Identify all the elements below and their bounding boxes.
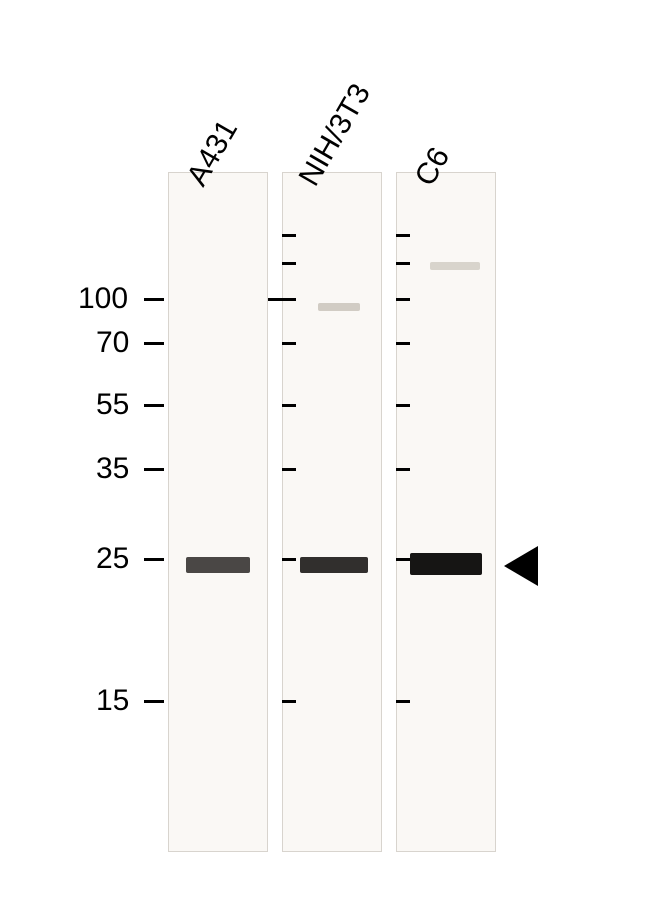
lane-c6: [396, 172, 496, 852]
mw-label-15: 15: [96, 684, 129, 718]
lane2-tick: [282, 700, 296, 703]
lane2-tick: [282, 234, 296, 237]
mw-label-55: 55: [96, 388, 129, 422]
mw-tick-35: [144, 468, 164, 471]
lane3-tick: [396, 298, 410, 301]
lane2-tick: [282, 468, 296, 471]
lane2-tick: [282, 298, 296, 301]
lane3-tick: [396, 558, 410, 561]
lane2-tick: [282, 342, 296, 345]
lane1-tick: [268, 298, 282, 301]
band-lane2-100-faint: [318, 303, 360, 311]
band-lane1-25: [186, 557, 250, 573]
lane-a431: [168, 172, 268, 852]
lane3-tick: [396, 700, 410, 703]
lane2-tick: [282, 558, 296, 561]
mw-tick-100: [144, 298, 164, 301]
lane3-tick: [396, 468, 410, 471]
lane3-tick: [396, 262, 410, 265]
mw-label-100: 100: [78, 282, 128, 316]
mw-label-35: 35: [96, 452, 129, 486]
mw-tick-55: [144, 404, 164, 407]
blot-figure: A431 NIH/3T3 C6 100 70 55 35 25 15: [0, 0, 650, 921]
mw-label-70: 70: [96, 326, 129, 360]
band-lane2-25: [300, 557, 368, 573]
lane-nih3t3: [282, 172, 382, 852]
lane2-tick: [282, 262, 296, 265]
lane3-tick: [396, 234, 410, 237]
mw-label-25: 25: [96, 542, 129, 576]
target-arrow-icon: [504, 546, 538, 586]
band-lane3-high-faint: [430, 262, 480, 270]
lane3-tick: [396, 404, 410, 407]
lane3-tick: [396, 342, 410, 345]
lane2-tick: [282, 404, 296, 407]
mw-tick-25: [144, 558, 164, 561]
band-lane3-25: [410, 553, 482, 575]
mw-tick-70: [144, 342, 164, 345]
mw-tick-15: [144, 700, 164, 703]
